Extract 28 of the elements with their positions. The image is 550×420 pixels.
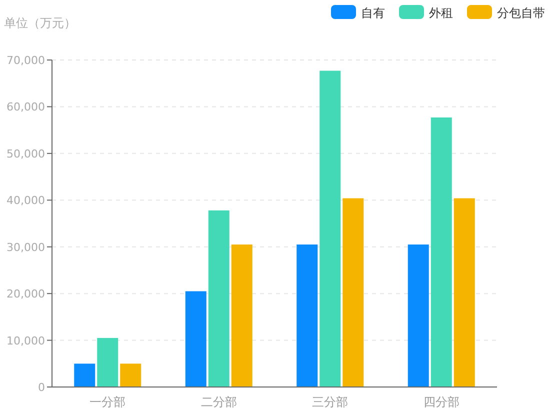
bar: [97, 338, 118, 387]
legend-label: 自有: [361, 6, 385, 20]
legend-label: 外租: [429, 6, 453, 20]
bar: [320, 70, 341, 387]
x-tick-label: 二分部: [200, 395, 237, 409]
bar: [430, 117, 452, 387]
y-tick-label: 20,000: [6, 288, 45, 301]
bar: [74, 364, 96, 387]
y-tick-label: 70,000: [6, 54, 45, 67]
bar: [185, 291, 206, 387]
y-tick-label: 10,000: [6, 334, 45, 348]
y-tick-label: 30,000: [6, 240, 45, 254]
x-tick-label: 三分部: [312, 395, 348, 409]
y-tick-label: 0: [38, 381, 45, 394]
legend-label: 分包自带: [497, 6, 545, 20]
y-axis-title: 单位（万元）: [4, 16, 76, 30]
y-tick-label: 60,000: [6, 100, 45, 114]
y-tick-label: 50,000: [6, 147, 45, 160]
bar: [231, 244, 252, 387]
bar: [296, 244, 318, 387]
x-tick-label: 一分部: [90, 395, 126, 409]
bar: [208, 210, 230, 387]
x-tick-label: 四分部: [423, 395, 460, 409]
y-tick-label: 40,000: [6, 194, 45, 208]
bar: [342, 198, 364, 387]
bar: [454, 198, 475, 387]
bar: [408, 244, 429, 387]
bar: [120, 364, 142, 387]
